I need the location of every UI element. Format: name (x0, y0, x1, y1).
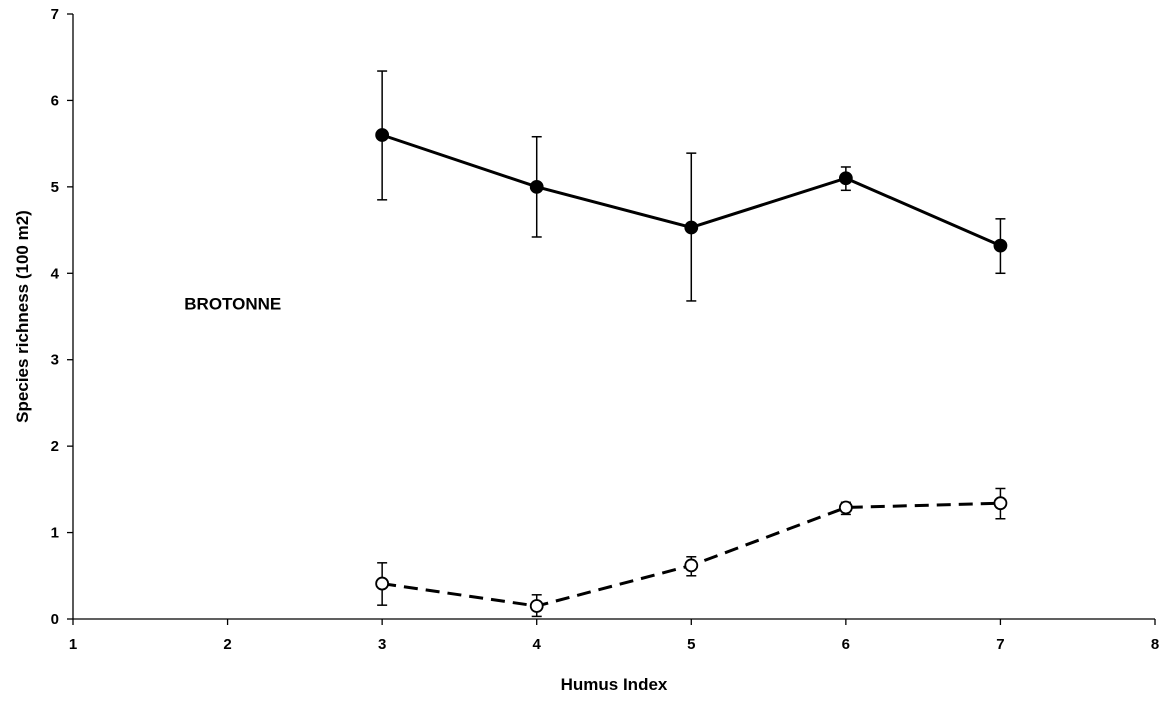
series-layer (375, 70, 1008, 618)
x-tick-label: 2 (223, 636, 231, 653)
x-axis-title: Humus Index (561, 675, 668, 694)
data-point (838, 171, 853, 186)
data-point (684, 220, 699, 235)
data-point (375, 128, 390, 142)
x-tick-label: 7 (996, 636, 1004, 653)
y-tick-label: 3 (51, 352, 59, 369)
series-1 (375, 70, 1008, 302)
annotation-label: BROTONNE (184, 295, 281, 314)
data-point (993, 496, 1008, 511)
x-tick-label: 1 (69, 636, 77, 653)
y-tick-label: 2 (51, 438, 59, 455)
y-tick-label: 5 (51, 179, 59, 196)
y-tick-label: 7 (51, 6, 59, 23)
data-point (375, 576, 390, 591)
x-tick-label: 5 (687, 636, 695, 653)
y-tick-label: 4 (51, 265, 60, 282)
data-point (993, 238, 1008, 253)
series-line (381, 501, 1001, 608)
data-point (684, 558, 699, 573)
x-tick-label: 8 (1151, 636, 1159, 653)
data-point (529, 599, 544, 613)
x-tick-label: 6 (842, 636, 850, 653)
data-point (838, 500, 853, 515)
series-2 (375, 487, 1008, 618)
y-axis-title: Species richness (100 m2) (13, 210, 32, 423)
data-point (529, 179, 544, 194)
y-tick-label: 1 (51, 525, 59, 542)
x-tick-label: 3 (378, 636, 386, 653)
y-tick-label: 0 (51, 611, 59, 628)
y-tick-label: 6 (51, 92, 59, 109)
x-tick-label: 4 (533, 636, 542, 653)
